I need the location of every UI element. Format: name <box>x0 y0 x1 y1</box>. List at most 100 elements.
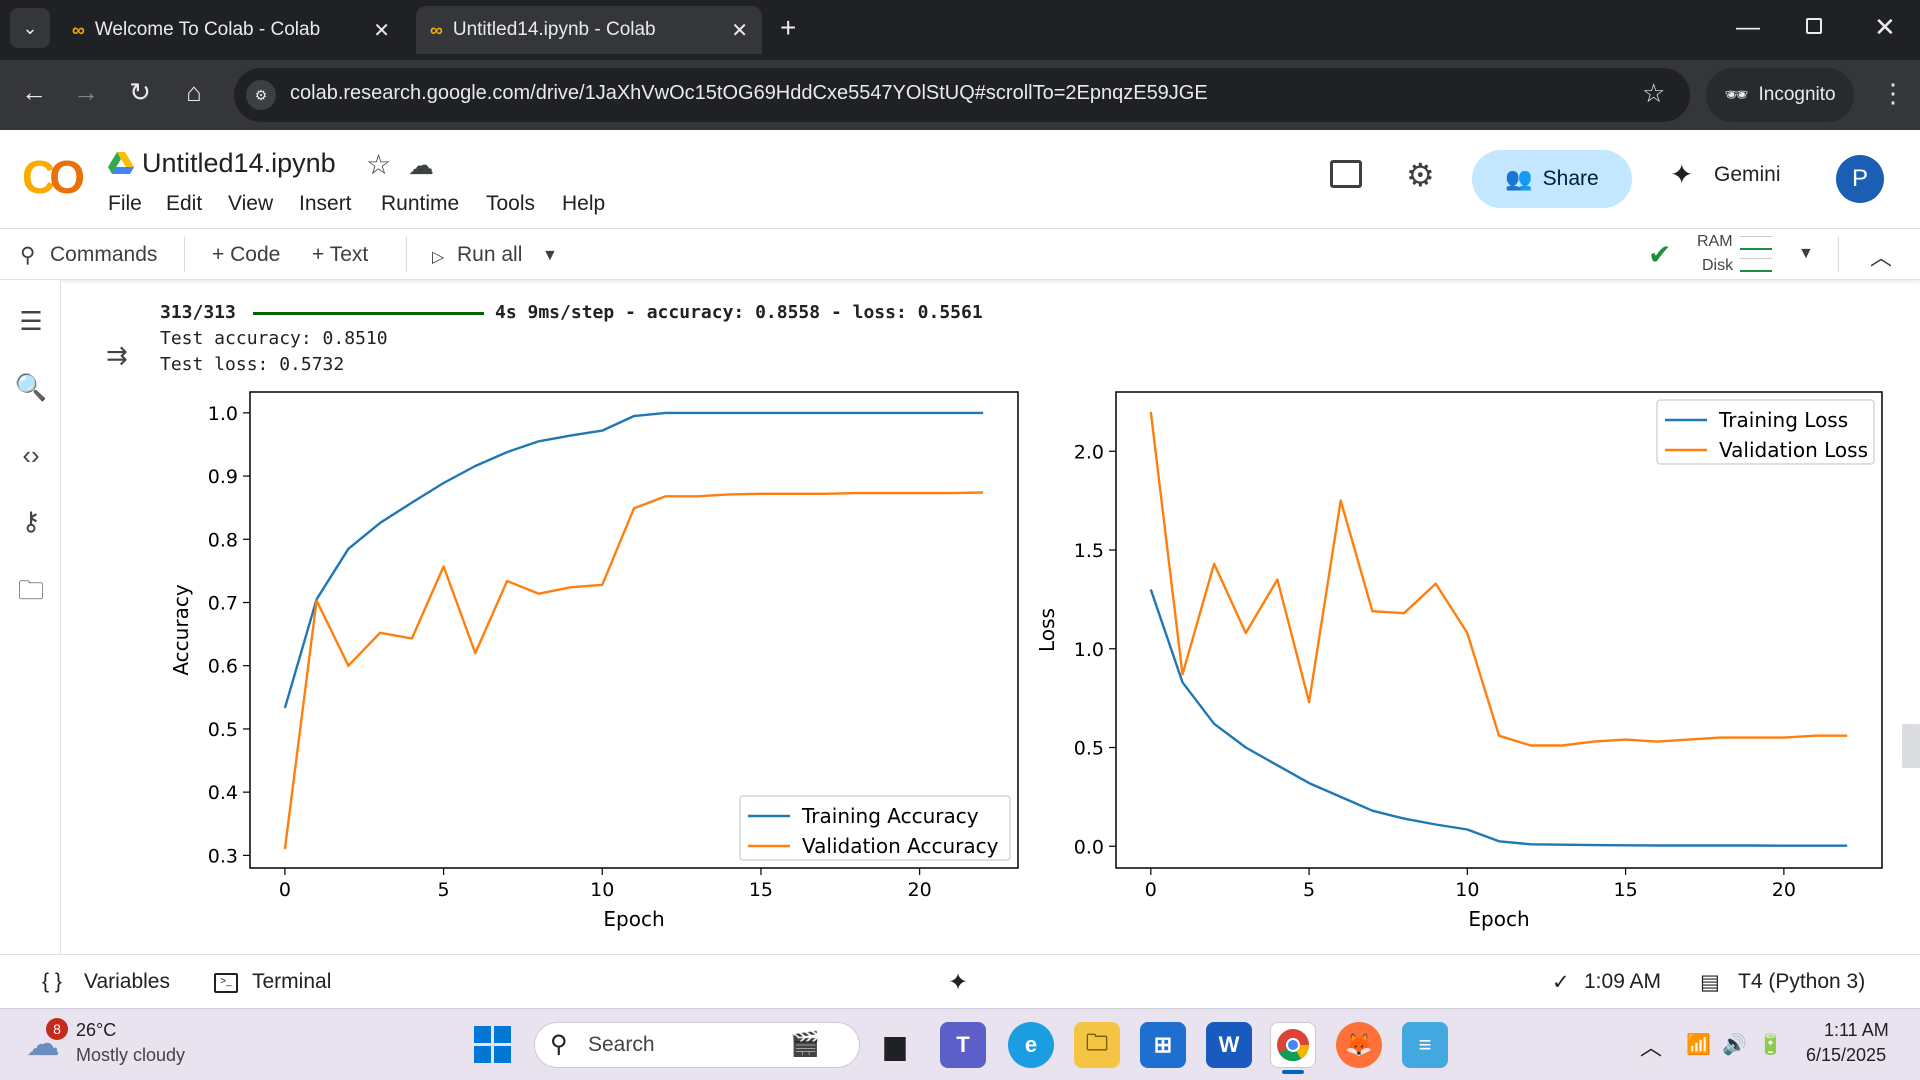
clock-date[interactable]: 6/15/2025 <box>1806 1045 1887 1065</box>
tab-welcome[interactable]: ∞ Welcome To Colab - Colab ✕ <box>58 6 404 54</box>
find-replace-icon[interactable]: 🔍 <box>14 372 48 402</box>
cloud-saved-icon[interactable]: ☁ <box>408 150 434 180</box>
browser-menu-icon[interactable]: ⋮ <box>1880 78 1906 108</box>
comments-icon[interactable] <box>1330 160 1362 188</box>
add-text-button[interactable]: + Text <box>312 243 369 266</box>
restore-icon[interactable] <box>1806 18 1822 34</box>
commands-button[interactable]: Commands <box>50 243 158 266</box>
menu-file[interactable]: File <box>108 192 142 215</box>
omnibox[interactable] <box>234 68 1690 122</box>
y-tick-label: 0.4 <box>208 782 238 804</box>
minimize-icon[interactable]: — <box>1736 14 1760 41</box>
battery-icon[interactable]: 🔋 <box>1758 1034 1783 1056</box>
variables-button[interactable]: Variables <box>84 970 170 993</box>
incognito-label: Incognito <box>1758 84 1836 105</box>
taskbar-search[interactable] <box>534 1022 860 1068</box>
notebook-title[interactable]: Untitled14.ipynb <box>142 148 336 178</box>
teams-icon[interactable]: T <box>940 1022 986 1068</box>
reload-icon[interactable]: ↻ <box>129 77 151 107</box>
scrollbar-thumb[interactable] <box>1902 724 1920 768</box>
files-folder-icon[interactable]: 🗀 <box>17 575 44 605</box>
store-icon[interactable]: ⊞ <box>1140 1022 1186 1068</box>
gemini-status-icon[interactable]: ✦ <box>948 969 969 996</box>
menu-tools[interactable]: Tools <box>486 192 536 215</box>
close-icon[interactable]: ✕ <box>373 19 390 42</box>
tab-welcome-label: Welcome To Colab - Colab <box>94 19 321 40</box>
connected-check-icon[interactable]: ✔ <box>1648 239 1672 270</box>
left-sidebar <box>0 280 61 954</box>
legend-label: Validation Accuracy <box>802 834 999 858</box>
back-icon[interactable]: ← <box>21 77 47 107</box>
notepad-icon[interactable]: ≡ <box>1402 1022 1448 1068</box>
y-tick-label: 1.0 <box>1074 639 1104 661</box>
tab-untitled14[interactable]: ∞ Untitled14.ipynb - Colab ✕ <box>416 6 762 54</box>
bookmark-star-icon[interactable]: ☆ <box>1642 78 1666 108</box>
menu-insert[interactable]: Insert <box>299 192 352 215</box>
y-tick-label: 0.6 <box>208 656 238 678</box>
close-icon[interactable]: ✕ <box>731 19 748 42</box>
gemini-button[interactable]: Gemini <box>1714 163 1781 186</box>
drive-icon <box>108 152 134 176</box>
weather-temp[interactable]: 26°C <box>76 1020 117 1040</box>
close-window-icon[interactable]: ✕ <box>1874 12 1896 42</box>
file-explorer-icon[interactable]: 🗀 <box>1074 1022 1120 1068</box>
share-button[interactable]: 👥 Share <box>1472 150 1632 208</box>
y-tick-label: 1.5 <box>1074 540 1104 562</box>
table-of-contents-icon[interactable]: ☰ <box>19 306 43 336</box>
tab-untitled14-label: Untitled14.ipynb - Colab <box>452 19 656 40</box>
firefox-icon[interactable]: 🦊 <box>1336 1022 1382 1068</box>
forward-icon[interactable]: → <box>73 77 99 107</box>
tab-search-button[interactable]: ⌄ <box>10 8 50 48</box>
home-icon[interactable]: ⌂ <box>186 77 202 107</box>
site-info-icon[interactable]: ⚙ <box>246 80 276 110</box>
output-toggle-icon[interactable]: ⇉ <box>106 340 128 370</box>
play-icon: ▷ <box>432 249 445 266</box>
word-icon[interactable]: W <box>1206 1022 1252 1068</box>
x-tick-label: 15 <box>1614 879 1638 901</box>
run-all-dropdown-icon[interactable]: ▼ <box>542 247 558 264</box>
terminal-button[interactable]: Terminal <box>252 970 332 993</box>
collapse-header-icon[interactable]: ︿ <box>1870 245 1893 270</box>
menu-view[interactable]: View <box>228 192 274 215</box>
exec-check-icon: ✓ <box>1552 971 1570 994</box>
exec-time[interactable]: 1:09 AM <box>1584 970 1662 993</box>
search-highlight-icon: 🎬 <box>790 1031 820 1058</box>
y-axis-label: Loss <box>1035 608 1059 652</box>
menu-runtime[interactable]: Runtime <box>381 192 460 215</box>
star-icon[interactable]: ☆ <box>366 149 392 180</box>
avatar[interactable]: P <box>1836 155 1884 203</box>
colab-logo[interactable]: CO <box>22 151 85 203</box>
accuracy-chart: 0 5 10 15 20 0.3 0.4 0.5 0.6 0.7 0.8 0.9 1.0 Epoch Acc… <box>169 391 1019 931</box>
new-tab-button[interactable]: + <box>780 12 797 43</box>
legend-label: Training Accuracy <box>801 804 979 828</box>
gemini-sparkle-icon[interactable]: ✦ <box>1670 159 1694 190</box>
test-accuracy-text: Test accuracy: 0.8510 <box>160 328 388 349</box>
test-loss-text: Test loss: 0.5732 <box>160 354 345 375</box>
progress-line-suffix: 4s 9ms/step - accuracy: 0.8558 - loss: 0… <box>495 302 983 323</box>
incognito-indicator[interactable]: 🕶 Incognito <box>1706 68 1854 122</box>
y-tick-label: 0.5 <box>1074 738 1104 760</box>
chrome-icon[interactable] <box>1270 1022 1316 1068</box>
taskbar-search-placeholder: Search <box>588 1033 655 1056</box>
runtime-type[interactable]: T4 (Python 3) <box>1738 970 1866 993</box>
notebook-toolbar <box>0 228 1920 280</box>
task-view-icon[interactable]: ▆ <box>885 1029 905 1060</box>
clock-time[interactable]: 1:11 AM <box>1824 1020 1889 1040</box>
secrets-key-icon[interactable]: ⚷ <box>21 506 41 536</box>
windows-start-icon[interactable] <box>474 1026 512 1064</box>
share-label: Share <box>1542 167 1599 190</box>
weather-desc[interactable]: Mostly cloudy <box>76 1045 186 1065</box>
menu-help[interactable]: Help <box>562 192 606 215</box>
volume-icon[interactable]: 🔊 <box>1722 1034 1747 1056</box>
menu-edit[interactable]: Edit <box>166 192 203 215</box>
tray-overflow-icon[interactable]: ︿ <box>1640 1035 1663 1060</box>
validation-loss-line <box>1149 411 1848 747</box>
wifi-icon[interactable]: 📶 <box>1686 1034 1711 1056</box>
edge-icon[interactable]: e <box>1008 1022 1054 1068</box>
settings-gear-icon[interactable]: ⚙ <box>1406 157 1435 193</box>
code-snippets-icon[interactable]: ‹› <box>22 440 40 470</box>
url-text: colab.research.google.com/drive/1JaXhVwO… <box>290 82 1208 104</box>
run-all-button[interactable]: Run all <box>457 243 523 266</box>
add-code-button[interactable]: + Code <box>212 243 281 266</box>
resources-dropdown-icon[interactable]: ▼ <box>1798 245 1814 262</box>
